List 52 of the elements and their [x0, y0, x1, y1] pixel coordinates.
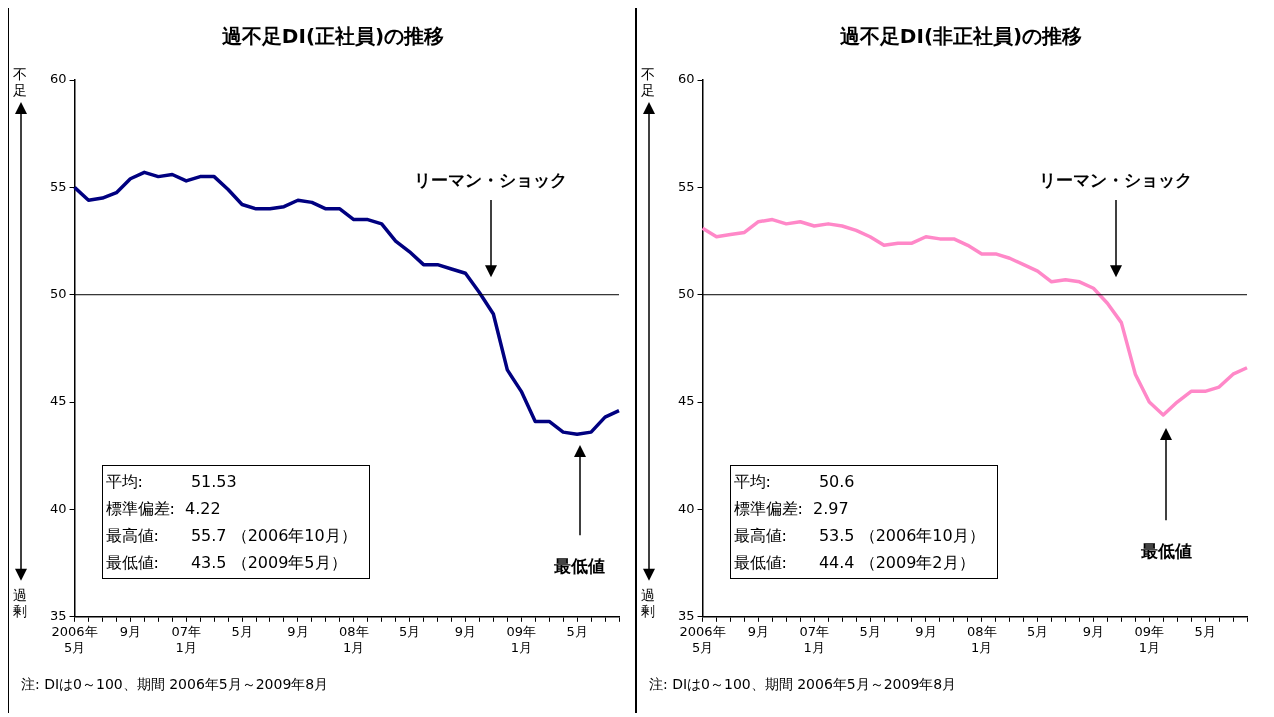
annotation: リーマン・ショック	[413, 168, 569, 192]
x-tick-label: 5月	[859, 623, 881, 639]
x-tick-label: 9月	[119, 623, 142, 639]
x-tick-label: 5月	[231, 623, 253, 639]
y-tick-label: 55	[50, 178, 67, 194]
text: 不足	[12, 66, 28, 98]
y-tick-label: 50	[678, 286, 695, 302]
x-tick-label: 07年 1月	[171, 623, 201, 655]
x-tick-label: 9月	[915, 623, 937, 639]
x-tick-label: 5月	[398, 623, 421, 639]
text: 不足	[640, 66, 656, 98]
x-tick-label: 9月	[1082, 623, 1105, 639]
x-tick-label: 09年 1月	[1134, 623, 1165, 655]
y-tick-label: 55	[678, 178, 695, 194]
x-tick-label: 09年 1月	[506, 623, 537, 655]
annotation: 最低値	[553, 555, 607, 579]
text: 注: DIは0～100、期間 2006年5月～2009年8月	[649, 676, 957, 694]
annotation: 平均: 51.53	[105, 470, 238, 493]
chart-title: 過不足DI(正社員)の推移	[220, 24, 445, 49]
annotation: 標準偏差: 4.22	[105, 497, 222, 520]
annotation: 最低値: 43.5 （2009年5月）	[105, 551, 348, 574]
x-tick-label: 9月	[454, 623, 477, 639]
text: 注: DIは0～100、期間 2006年5月～2009年8月	[21, 676, 329, 694]
y-tick-label: 40	[678, 500, 695, 516]
annotation: 最低値	[1139, 540, 1193, 564]
x-tick-label: 9月	[747, 623, 770, 639]
y-tick-label: 45	[678, 393, 695, 409]
y-tick-label: 50	[50, 286, 67, 302]
text: 過剰	[640, 586, 656, 619]
annotation: 最高値: 53.5 （2006年10月）	[733, 524, 985, 547]
annotation: 最低値: 44.4 （2009年2月）	[733, 551, 976, 574]
x-tick-label: 9月	[287, 623, 309, 639]
x-tick-label: 2006年 5月	[679, 623, 726, 655]
x-tick-label: 5月	[566, 623, 588, 639]
y-tick-label: 45	[50, 393, 67, 409]
y-tick-label: 60	[50, 71, 67, 87]
x-tick-label: 08年 1月	[966, 623, 997, 655]
text: 過剰	[12, 586, 28, 619]
y-tick-label: 35	[678, 608, 695, 624]
y-tick-label: 35	[50, 608, 67, 624]
annotation: 平均: 50.6	[733, 470, 856, 493]
annotation: 標準偏差: 2.97	[733, 497, 850, 520]
annotation: リーマン・ショック	[1038, 168, 1194, 192]
y-tick-label: 60	[678, 71, 695, 87]
chart-title: 過不足DI(非正社員)の推移	[838, 24, 1083, 49]
x-tick-label: 5月	[1026, 623, 1049, 639]
x-tick-label: 08年 1月	[338, 623, 369, 655]
y-tick-label: 40	[50, 500, 67, 516]
x-tick-label: 2006年 5月	[51, 623, 98, 655]
x-tick-label: 5月	[1194, 623, 1216, 639]
x-tick-label: 07年 1月	[799, 623, 829, 655]
annotation: 最高値: 55.7 （2006年10月）	[105, 524, 357, 547]
